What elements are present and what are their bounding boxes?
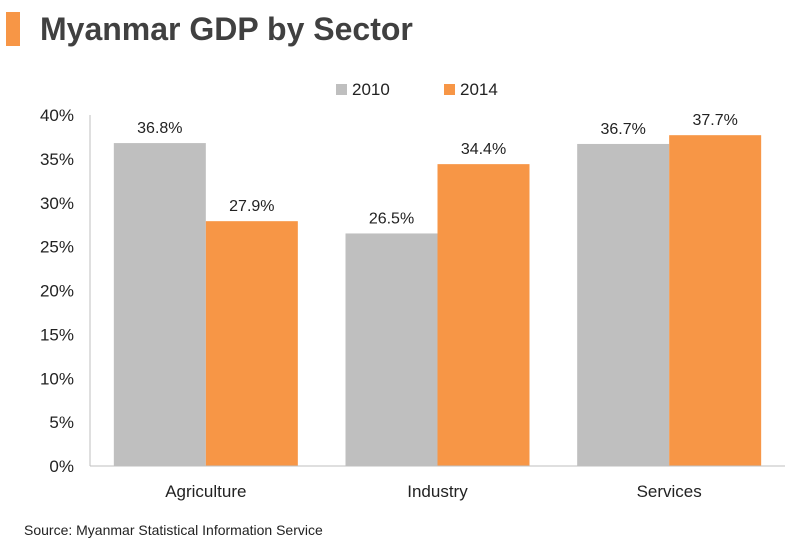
y-tick-label: 35% [40, 150, 74, 169]
y-tick-label: 30% [40, 194, 74, 213]
chart-legend: 2010 2014 [336, 80, 498, 99]
y-tick-label: 25% [40, 238, 74, 257]
y-tick-label: 10% [40, 369, 74, 388]
y-axis: 0% 5% 10% 15% 20% 25% 30% 35% 40% [40, 106, 91, 476]
x-tick-label: Agriculture [165, 482, 246, 501]
legend-swatch-2014 [444, 84, 455, 95]
chart-title: Myanmar GDP by Sector [40, 11, 413, 47]
bar-services-2014 [669, 135, 762, 466]
bar-agriculture-2010 [113, 143, 206, 466]
bar-industry-2010 [345, 233, 438, 466]
data-label-agriculture-2014: 27.9% [229, 198, 274, 215]
bars-group [113, 135, 762, 466]
legend-label-2014: 2014 [460, 80, 498, 99]
x-tick-label: Services [637, 482, 702, 501]
data-labels: 36.8% 27.9% 26.5% 34.4% 36.7% 37.7% [137, 112, 738, 227]
y-tick-label: 5% [49, 413, 74, 432]
legend-label-2010: 2010 [352, 80, 390, 99]
data-label-industry-2010: 26.5% [369, 210, 414, 227]
bar-industry-2014 [437, 164, 530, 466]
bar-chart: 2010 2014 0% 5% 10% 15% 20% 25% 30% 35% 40% 36.8%… [40, 80, 785, 501]
data-label-services-2010: 36.7% [600, 121, 645, 138]
bar-agriculture-2014 [205, 221, 298, 466]
y-tick-label: 40% [40, 106, 74, 125]
x-axis: Agriculture Industry Services [90, 465, 785, 501]
y-tick-label: 0% [49, 457, 74, 476]
x-tick-label: Industry [407, 482, 468, 501]
data-label-industry-2014: 34.4% [461, 141, 506, 158]
data-label-agriculture-2010: 36.8% [137, 120, 182, 137]
legend-swatch-2010 [336, 84, 347, 95]
source-note: Source: Myanmar Statistical Information … [24, 522, 323, 538]
data-label-services-2014: 37.7% [692, 112, 737, 129]
title-accent-bar [6, 12, 20, 46]
bar-services-2010 [577, 143, 670, 466]
y-tick-label: 15% [40, 325, 74, 344]
y-tick-label: 20% [40, 282, 74, 301]
